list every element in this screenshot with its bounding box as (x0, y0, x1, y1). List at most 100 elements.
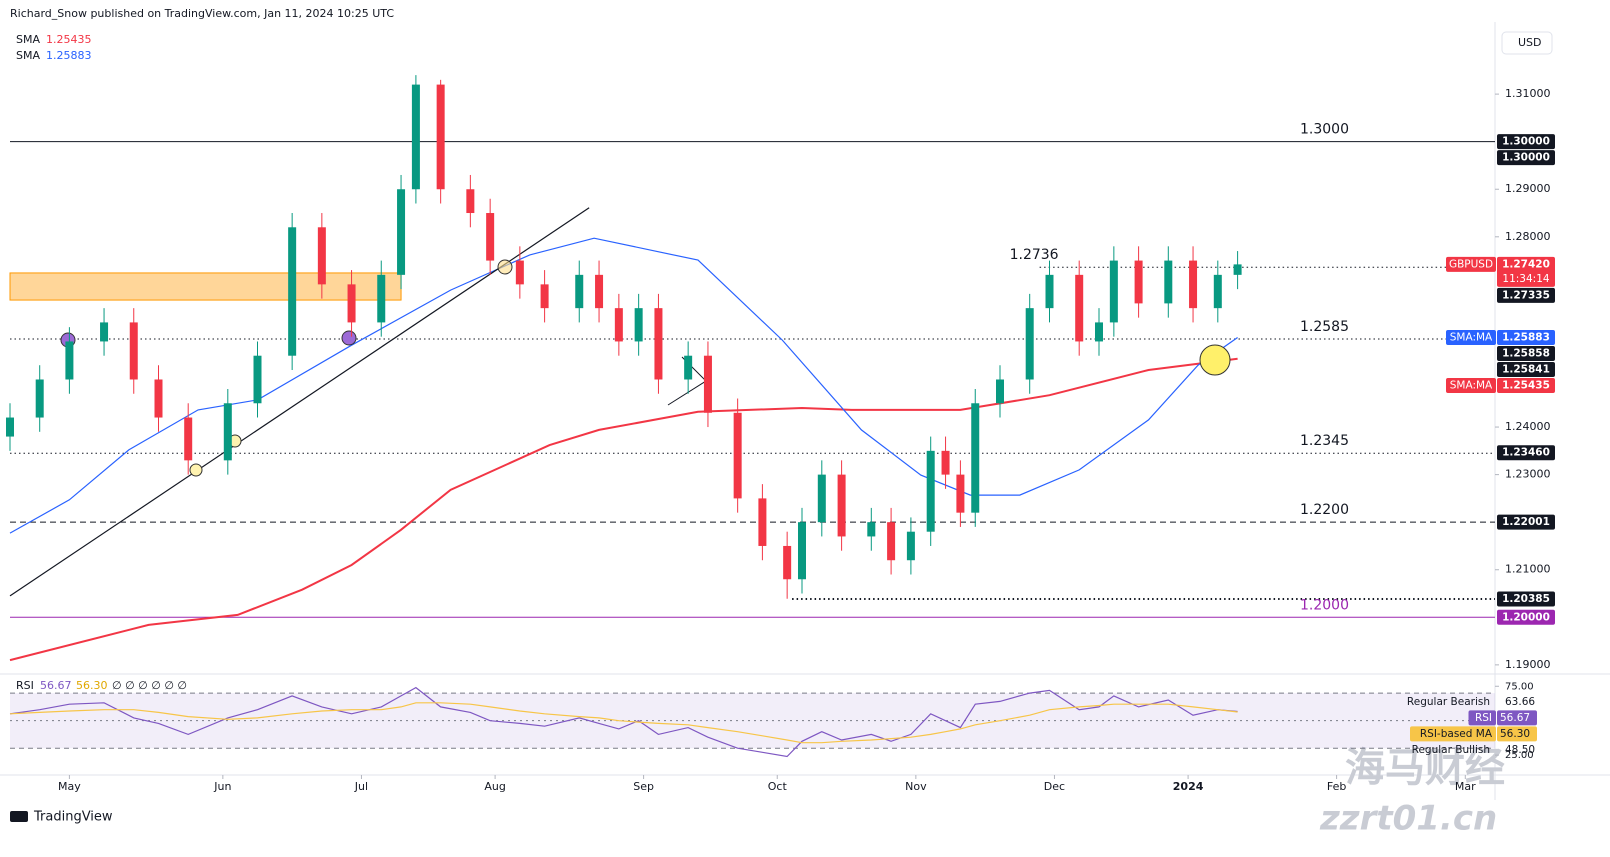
candle-body (184, 417, 193, 461)
candle-body (317, 227, 326, 285)
candle-body (684, 355, 693, 380)
candle-body (377, 274, 386, 323)
candle-body (1045, 274, 1054, 309)
candle-body (634, 308, 643, 342)
legend-name: SMA (16, 49, 40, 62)
price-badge (1497, 609, 1555, 625)
price-badge-label: 1.23460 (1502, 447, 1550, 459)
price-badge-label: 1.30000 (1502, 152, 1550, 164)
rsi-badge (1497, 710, 1537, 726)
divergence-name: Regular Bullish (1412, 744, 1490, 756)
price-badge (1497, 287, 1555, 303)
price-badge-label: 1.25435 (1502, 379, 1550, 391)
candle-body (1095, 322, 1103, 342)
candle-body (288, 227, 297, 356)
candle-body (100, 322, 109, 342)
candle-body (798, 522, 806, 580)
price-badge-label: 1.20385 (1502, 593, 1550, 605)
zone (9, 272, 402, 301)
price-badge-label: 1.27420 (1502, 258, 1550, 270)
price-badge-label: 1.25858 (1502, 347, 1550, 359)
divergence-value: 48.50 (1505, 744, 1535, 756)
x-tick-label: Oct (768, 780, 788, 793)
logo-icon (10, 811, 28, 822)
rsi-title: RSI (16, 679, 34, 692)
price-badge (1497, 150, 1555, 166)
candle-body (703, 355, 712, 413)
y-tick-label: 1.29000 (1505, 182, 1551, 195)
candle-body (436, 84, 445, 190)
price-badge (1497, 345, 1555, 361)
candle-body (466, 189, 475, 214)
badge-name-box (1446, 256, 1496, 272)
price-badge-label: 1.25841 (1502, 363, 1550, 375)
x-tick-label: Dec (1044, 780, 1065, 793)
sma-line (9, 357, 1238, 662)
rsi-line (9, 702, 1238, 744)
rsi-y-tick-label: 25.00 (1505, 750, 1534, 761)
marker-circle (341, 330, 357, 346)
level-label: 1.2200 (1300, 502, 1349, 518)
cross-circle (1199, 344, 1231, 376)
badge-name-box (1446, 329, 1496, 345)
candle-body (867, 522, 876, 537)
price-badge (1497, 361, 1555, 377)
candle-body (515, 260, 524, 285)
y-tick-label: 1.19000 (1505, 658, 1551, 671)
y-tick-label: 1.24000 (1505, 420, 1551, 433)
candle-body (926, 450, 935, 532)
x-tick-label: Mar (1455, 780, 1476, 793)
candle-body (996, 379, 1004, 404)
price-badge (1497, 591, 1555, 607)
header: Richard_Snow published on TradingView.co… (10, 7, 394, 20)
candle-body (941, 450, 950, 475)
level-label: 1.2585 (1300, 319, 1349, 335)
rsi-y-tick-label: 75.00 (1505, 681, 1534, 692)
rsi-badge-name: RSI (1475, 712, 1492, 724)
candle-body (733, 412, 742, 499)
candle-body (6, 417, 14, 437)
candle-body (1109, 260, 1118, 323)
rsi-ma-value: 56.30 (76, 679, 108, 692)
candle-body (65, 341, 74, 380)
watermark-title: 海马财经 (1345, 745, 1505, 791)
currency: USD (1518, 36, 1542, 49)
candle-body (486, 213, 495, 261)
rsi-badge (1497, 726, 1537, 742)
candle-body (1189, 260, 1198, 309)
rsi-badge-name-box (1410, 726, 1496, 742)
x-tick-label: Sep (633, 780, 654, 793)
level-label: 1.2000 (1300, 597, 1349, 613)
candle-body (614, 308, 623, 342)
level-label: 1.2345 (1300, 433, 1349, 449)
rsi-badge-label: 56.30 (1500, 728, 1530, 740)
candle-body (1213, 274, 1222, 309)
divergence-value: 63.66 (1505, 696, 1535, 708)
countdown: 11:34:14 (1502, 273, 1549, 285)
price-badge (1497, 445, 1555, 461)
candle-body (956, 474, 965, 513)
currency-box[interactable] (1501, 31, 1553, 55)
candle-body (1164, 260, 1173, 304)
footer: TradingView (33, 810, 113, 825)
candle-body (540, 284, 549, 309)
candle-body (397, 189, 406, 275)
x-tick-label: Jul (354, 780, 368, 793)
x-tick-label: May (58, 780, 81, 793)
candle-body (575, 274, 584, 309)
level-label: 1.3000 (1300, 122, 1349, 138)
candle-body (783, 545, 792, 580)
candle-body (1025, 308, 1034, 380)
candle-body (971, 403, 980, 513)
candle-body (347, 284, 356, 323)
rsi-value: 56.67 (40, 679, 72, 692)
price-badge (1497, 256, 1555, 287)
badge-name: SMA:MA (1450, 379, 1493, 391)
badge-name: GBPUSD (1449, 258, 1493, 270)
y-tick-label: 1.28000 (1505, 230, 1551, 243)
candle-body (1233, 264, 1242, 275)
candle-body (1134, 260, 1143, 304)
marker-circle (189, 463, 203, 477)
